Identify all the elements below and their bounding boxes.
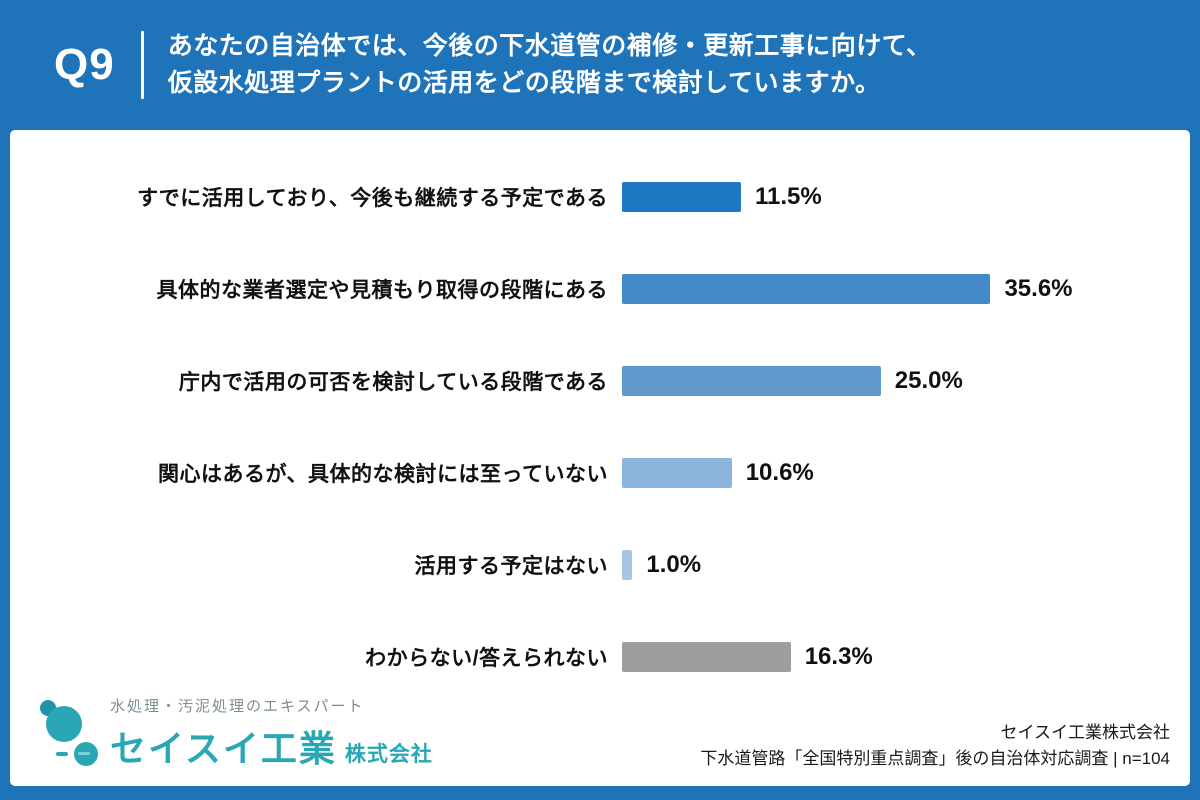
bar [622, 182, 742, 212]
water-drops-logo-icon [32, 692, 104, 776]
company-logo: 水処理・汚泥処理のエキスパート セイスイ工業 株式会社 [32, 692, 433, 776]
bar-row: 活用する予定はない 1.0% [10, 519, 1190, 611]
bar [622, 274, 991, 304]
logo-company-suffix: 株式会社 [344, 743, 433, 766]
question-line-1: あなたの自治体では、今後の下水道管の補修・更新工事に向けて、 [167, 32, 932, 60]
category-label: 具体的な業者選定や見積もり取得の段階にある [156, 279, 608, 302]
source-survey: 下水道管路「全国特別重点調査」後の自治体対応調査 | n=104 [700, 749, 1170, 768]
value-label: 11.5% [755, 183, 822, 210]
source-company: セイスイ工業株式会社 [1000, 723, 1171, 742]
source-note: セイスイ工業株式会社 下水道管路「全国特別重点調査」後の自治体対応調査 | n=… [700, 720, 1170, 772]
bar [622, 366, 881, 396]
question-line-2: 仮設水処理プラントの活用をどの段階まで検討していますか。 [167, 69, 881, 97]
category-label: 活用する予定はない [414, 555, 608, 578]
value-label: 16.3% [804, 643, 873, 670]
value-label: 25.0% [894, 367, 963, 394]
header-divider [140, 31, 144, 99]
bar [622, 550, 633, 580]
bar [622, 458, 732, 488]
chart-card: すでに活用しており、今後も継続する予定である 11.5% 具体的な業者選定や見積もり… [10, 130, 1190, 786]
bar-row: すでに活用しており、今後も継続する予定である 11.5% [10, 151, 1190, 243]
question-text: あなたの自治体では、今後の下水道管の補修・更新工事に向けて、 仮設水処理プラント… [168, 28, 932, 102]
value-label: 35.6% [1004, 275, 1073, 302]
category-label: 庁内で活用の可否を検討している段階である [178, 371, 608, 394]
question-number: Q9 [54, 40, 115, 89]
bar-row: わからない/答えられない 16.3% [10, 611, 1190, 703]
bar-row: 庁内で活用の可否を検討している段階である 25.0% [10, 335, 1190, 427]
category-label: 関心はあるが、具体的な検討には至っていない [157, 463, 608, 486]
bar-chart: すでに活用しており、今後も継続する予定である 11.5% 具体的な業者選定や見積もり… [10, 151, 1190, 703]
bar-row: 関心はあるが、具体的な検討には至っていない 10.6% [10, 427, 1190, 519]
question-header: Q9 あなたの自治体では、今後の下水道管の補修・更新工事に向けて、 仮設水処理プ… [0, 0, 1200, 130]
value-label: 10.6% [745, 459, 814, 486]
bar-row: 具体的な業者選定や見積もり取得の段階にある 35.6% [10, 243, 1190, 335]
category-label: わからない/答えられない [365, 647, 608, 670]
logo-company-name: セイスイ工業 [110, 728, 337, 769]
logo-tagline: 水処理・汚泥処理のエキスパート [110, 698, 365, 715]
value-label: 1.0% [646, 551, 702, 578]
logo-text: 水処理・汚泥処理のエキスパート セイスイ工業 株式会社 [110, 695, 433, 776]
bar [622, 642, 791, 672]
category-label: すでに活用しており、今後も継続する予定である [137, 187, 608, 210]
